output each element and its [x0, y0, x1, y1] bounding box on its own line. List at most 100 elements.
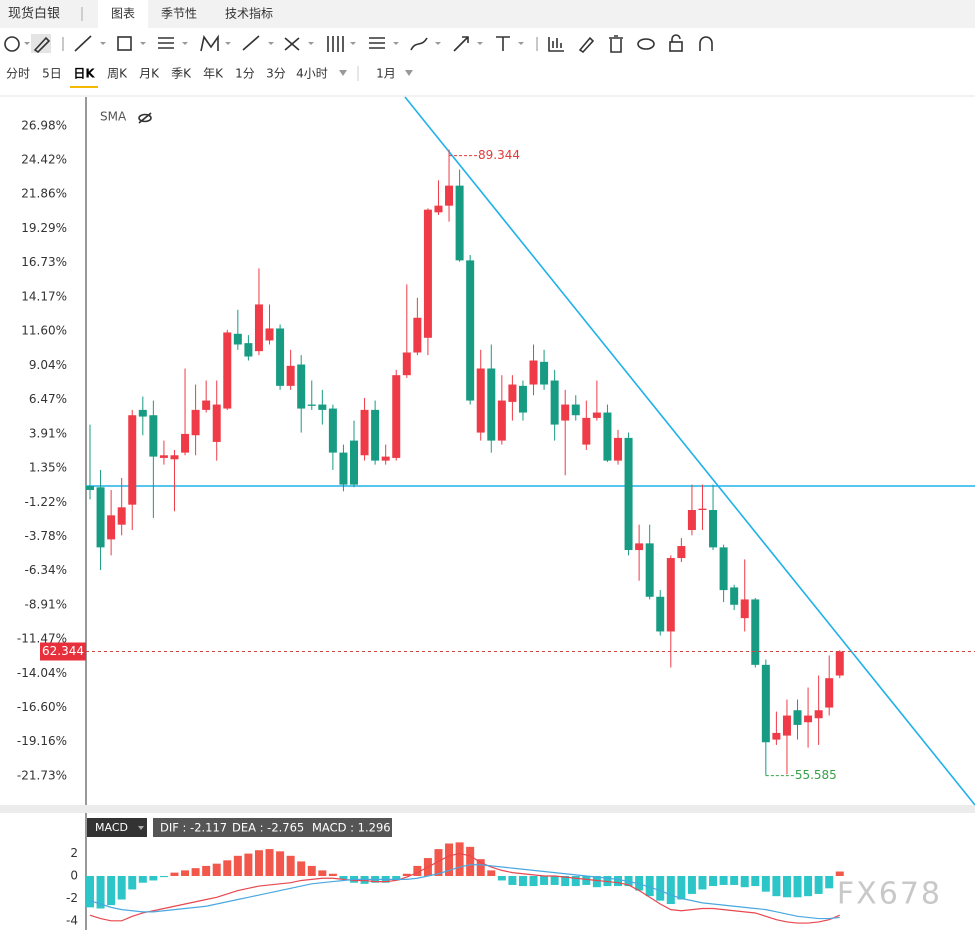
- candle-body: [571, 404, 580, 416]
- y-tick-label: 6.47%: [29, 392, 67, 406]
- y-tick-label: -21.73%: [17, 769, 67, 783]
- candle-body: [561, 404, 570, 421]
- text-tool[interactable]: [496, 36, 510, 51]
- ray-tool[interactable]: [242, 35, 260, 51]
- line-tool[interactable]: [74, 35, 92, 52]
- period-option[interactable]: 年K: [203, 67, 224, 81]
- candle-body: [128, 415, 137, 505]
- macd-bar: [656, 875, 665, 901]
- pattern-tool[interactable]: [200, 34, 219, 52]
- macd-bar: [571, 875, 580, 887]
- arrow-tool[interactable]: [453, 36, 469, 52]
- macd-bar: [730, 875, 739, 885]
- macd-legend: DEA : -2.765: [232, 821, 304, 835]
- period-option[interactable]: 分时: [6, 67, 30, 81]
- period-option[interactable]: 日K: [73, 67, 95, 81]
- candle-body: [371, 409, 380, 461]
- indicator-hidden-icon[interactable]: [138, 112, 152, 124]
- level-tool[interactable]: [369, 37, 385, 49]
- period-option[interactable]: 周K: [107, 67, 128, 81]
- macd-bar: [434, 849, 443, 876]
- candle-body: [244, 343, 253, 357]
- period-option[interactable]: 1分: [235, 67, 255, 81]
- channel-tool[interactable]: [158, 37, 174, 49]
- macd-bar: [445, 843, 454, 876]
- candle-body: [381, 456, 390, 461]
- dropdown-arrow: [138, 826, 144, 830]
- candle-body: [550, 380, 559, 425]
- lock-tool[interactable]: [669, 41, 683, 52]
- macd-bar: [254, 850, 263, 876]
- period-option[interactable]: 4小时: [296, 67, 328, 81]
- candle-body: [423, 209, 432, 338]
- tab[interactable]: 图表: [111, 7, 135, 21]
- edit-tool[interactable]: [578, 36, 595, 54]
- period-option[interactable]: 5日: [42, 67, 62, 81]
- y-tick-label: 11.60%: [21, 324, 67, 338]
- candle-body: [698, 508, 707, 510]
- y-tick-label: 26.98%: [21, 118, 67, 132]
- period-option[interactable]: 1月: [376, 67, 396, 81]
- candle-body: [645, 543, 654, 597]
- candle-body: [582, 417, 591, 445]
- macd-bar: [307, 865, 316, 876]
- candle-body: [814, 710, 823, 719]
- candle-body: [107, 515, 116, 540]
- macd-bar: [328, 873, 337, 876]
- delete-tool[interactable]: [609, 35, 623, 53]
- magnet-tool[interactable]: [4, 36, 20, 52]
- y-tick-label: -4: [66, 913, 78, 927]
- lock-shackle: [671, 34, 681, 42]
- macd-bar: [518, 875, 527, 887]
- macd-bar: [86, 875, 94, 908]
- y-tick-label: -2: [66, 891, 78, 905]
- candle-body: [804, 715, 813, 723]
- y-tick-label: -19.16%: [17, 734, 67, 748]
- rect-tool[interactable]: [117, 36, 132, 51]
- macd-bar: [96, 875, 105, 909]
- y-tick-label: 16.73%: [21, 255, 67, 269]
- macd-bar: [592, 875, 601, 888]
- macd-bar: [614, 875, 622, 887]
- macd-bar: [117, 875, 126, 900]
- candle-body: [254, 304, 263, 352]
- gann-tool[interactable]: [327, 36, 344, 52]
- candle-body: [740, 599, 749, 619]
- fib-tool[interactable]: [284, 37, 300, 51]
- magnet-mode[interactable]: [699, 36, 713, 51]
- period-option[interactable]: 3分: [266, 67, 286, 81]
- macd-values-box: [153, 818, 392, 837]
- macd-bar: [740, 875, 749, 888]
- period-option[interactable]: 季K: [171, 67, 192, 81]
- macd-bar: [276, 851, 285, 876]
- macd-bar: [244, 853, 253, 876]
- candle-body: [86, 485, 94, 490]
- candle-body: [656, 596, 665, 632]
- candle-body: [434, 205, 443, 213]
- candle-body: [170, 455, 179, 460]
- candle-body: [666, 558, 675, 632]
- tab[interactable]: 季节性: [161, 7, 197, 21]
- candle-body: [328, 408, 337, 453]
- candle-body: [677, 546, 686, 559]
- candle-body: [592, 412, 601, 418]
- pen-tool[interactable]: [33, 36, 51, 54]
- candle-body: [159, 455, 168, 458]
- brush-tool[interactable]: [410, 37, 428, 51]
- macd-bar: [698, 875, 707, 890]
- candle-body: [529, 360, 538, 385]
- candle-body: [540, 361, 549, 385]
- macd-bar: [149, 875, 158, 881]
- tab[interactable]: 技术指标: [225, 6, 273, 21]
- visibility-tool[interactable]: [637, 38, 655, 50]
- y-tick-label: 9.04%: [29, 358, 67, 372]
- candle-body: [825, 678, 834, 708]
- period-option[interactable]: 月K: [139, 67, 160, 81]
- indicator-label: SMA: [100, 110, 127, 124]
- macd-tag[interactable]: [87, 818, 147, 837]
- macd-bar: [687, 875, 696, 894]
- indicator-tool[interactable]: [548, 37, 564, 52]
- candle-body: [687, 510, 696, 531]
- candle-body: [223, 332, 232, 409]
